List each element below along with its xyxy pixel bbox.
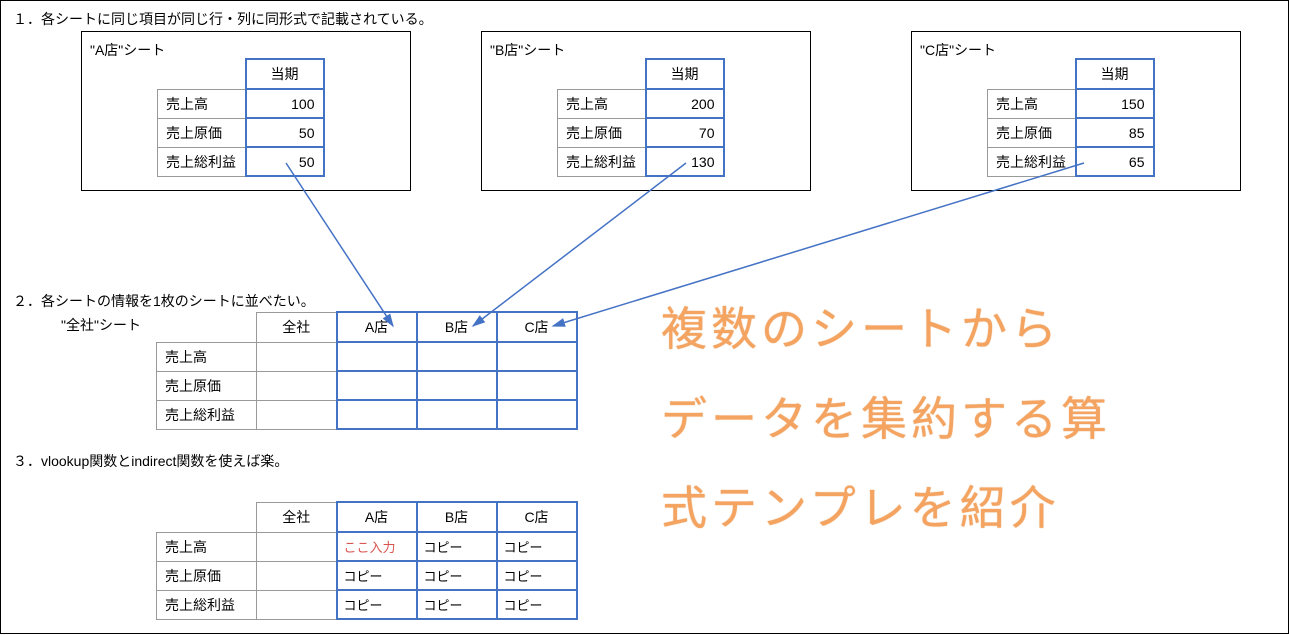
empty-cell bbox=[257, 590, 337, 619]
cell-value: 200 bbox=[646, 89, 724, 118]
sheet-b-table: 当期 売上高 200 売上原価 70 売上総利益 130 bbox=[557, 58, 725, 177]
copy-cell: コピー bbox=[497, 590, 577, 619]
row-label: 売上原価 bbox=[158, 118, 246, 147]
cell-value: 70 bbox=[646, 118, 724, 147]
row-label: 売上原価 bbox=[988, 118, 1076, 147]
cell-value: 50 bbox=[246, 147, 324, 176]
row-label: 売上高 bbox=[157, 532, 257, 561]
copy-cell: コピー bbox=[417, 561, 497, 590]
row-label: 売上高 bbox=[158, 89, 246, 118]
sheet-b-label: "B店"シート bbox=[490, 40, 565, 60]
section3-title: ３．vlookup関数とindirect関数を使えば楽。 bbox=[13, 451, 288, 471]
col-header: A店 bbox=[337, 312, 417, 342]
summary-table: 全社 A店 B店 C店 売上高 売上原価 売上総利益 bbox=[156, 311, 578, 430]
cell-value: 150 bbox=[1076, 89, 1154, 118]
headline-text: 複数のシートから データを集約する算 式テンプレを紹介 bbox=[661, 285, 1111, 554]
row-label: 売上総利益 bbox=[158, 147, 246, 176]
sheet-a-label: "A店"シート bbox=[90, 40, 165, 60]
cell-value: 100 bbox=[246, 89, 324, 118]
empty-cell bbox=[337, 371, 417, 400]
sheet-b-header: 当期 bbox=[646, 59, 724, 89]
empty-cell bbox=[257, 371, 337, 400]
sheet-a-header: 当期 bbox=[246, 59, 324, 89]
headline-line: データを集約する算 bbox=[661, 375, 1111, 465]
col-header: A店 bbox=[337, 502, 417, 532]
col-header: B店 bbox=[417, 502, 497, 532]
empty-cell bbox=[497, 371, 577, 400]
section2-title: ２．各シートの情報を1枚のシートに並べたい。 bbox=[13, 291, 315, 311]
headline-line: 複数のシートから bbox=[661, 285, 1111, 375]
formula-table: 全社 A店 B店 C店 売上高 ここ入力 コピー コピー 売上原価 コピー コピ… bbox=[156, 501, 578, 620]
headline-line: 式テンプレを紹介 bbox=[661, 464, 1111, 554]
empty-cell bbox=[497, 342, 577, 371]
row-label: 売上高 bbox=[988, 89, 1076, 118]
empty-cell bbox=[257, 400, 337, 429]
copy-cell: コピー bbox=[337, 590, 417, 619]
empty-cell bbox=[257, 342, 337, 371]
row-label: 売上総利益 bbox=[157, 590, 257, 619]
section1-title: １．各シートに同じ項目が同じ行・列に同形式で記載されている。 bbox=[13, 9, 433, 29]
empty-cell bbox=[337, 400, 417, 429]
copy-cell: コピー bbox=[337, 561, 417, 590]
cell-value: 85 bbox=[1076, 118, 1154, 147]
input-cell: ここ入力 bbox=[337, 532, 417, 561]
sheet-a-table: 当期 売上高 100 売上原価 50 売上総利益 50 bbox=[157, 58, 325, 177]
sheet-c-box: "C店"シート 当期 売上高 150 売上原価 85 売上総利益 65 bbox=[911, 31, 1241, 191]
empty-cell bbox=[417, 400, 497, 429]
row-label: 売上高 bbox=[558, 89, 646, 118]
row-label: 売上総利益 bbox=[157, 400, 257, 429]
cell-value: 50 bbox=[246, 118, 324, 147]
sheet-c-header: 当期 bbox=[1076, 59, 1154, 89]
col-header: C店 bbox=[497, 502, 577, 532]
cell-value: 130 bbox=[646, 147, 724, 176]
copy-cell: コピー bbox=[417, 532, 497, 561]
sheet-c-label: "C店"シート bbox=[920, 40, 996, 60]
summary-label: "全社"シート bbox=[61, 315, 141, 335]
row-label: 売上原価 bbox=[558, 118, 646, 147]
col-header: 全社 bbox=[257, 312, 337, 342]
empty-cell bbox=[417, 342, 497, 371]
copy-cell: コピー bbox=[417, 590, 497, 619]
col-header: 全社 bbox=[257, 502, 337, 532]
empty-cell bbox=[257, 561, 337, 590]
row-label: 売上原価 bbox=[157, 561, 257, 590]
copy-cell: コピー bbox=[497, 532, 577, 561]
row-label: 売上原価 bbox=[157, 371, 257, 400]
diagram-canvas: １．各シートに同じ項目が同じ行・列に同形式で記載されている。 "A店"シート 当… bbox=[0, 0, 1289, 634]
row-label: 売上高 bbox=[157, 342, 257, 371]
sheet-a-box: "A店"シート 当期 売上高 100 売上原価 50 売上総利益 50 bbox=[81, 31, 411, 191]
sheet-c-table: 当期 売上高 150 売上原価 85 売上総利益 65 bbox=[987, 58, 1155, 177]
empty-cell bbox=[497, 400, 577, 429]
sheet-b-box: "B店"シート 当期 売上高 200 売上原価 70 売上総利益 130 bbox=[481, 31, 811, 191]
copy-cell: コピー bbox=[497, 561, 577, 590]
empty-cell bbox=[337, 342, 417, 371]
empty-cell bbox=[257, 532, 337, 561]
col-header: C店 bbox=[497, 312, 577, 342]
empty-cell bbox=[417, 371, 497, 400]
cell-value: 65 bbox=[1076, 147, 1154, 176]
row-label: 売上総利益 bbox=[558, 147, 646, 176]
col-header: B店 bbox=[417, 312, 497, 342]
row-label: 売上総利益 bbox=[988, 147, 1076, 176]
